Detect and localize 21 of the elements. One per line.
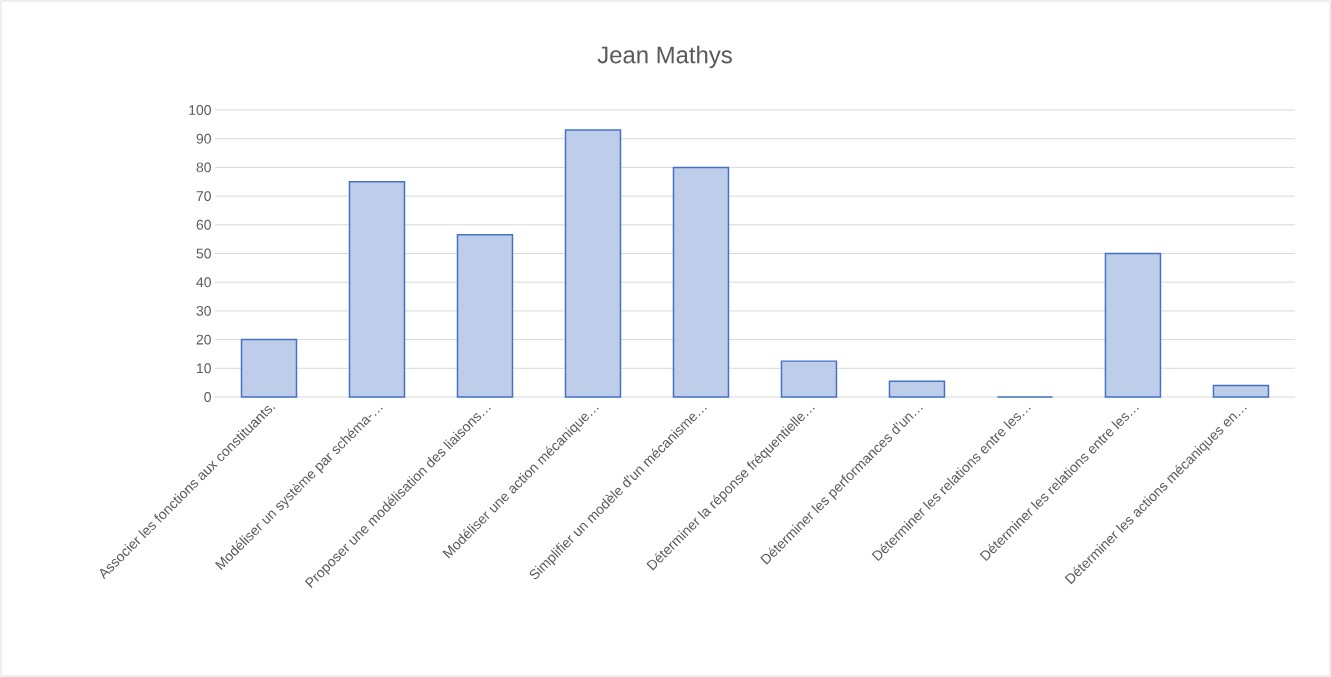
y-tick-label: 60 [196, 219, 211, 230]
y-tick-label: 30 [196, 305, 211, 316]
y-tick-label: 70 [196, 191, 211, 202]
bar [456, 234, 514, 398]
chart-title: Jean Mathys [597, 45, 732, 69]
y-tick-label: 100 [189, 105, 211, 115]
y-tick-label: 10 [197, 363, 211, 374]
bar [1104, 252, 1162, 398]
bar [348, 181, 406, 398]
bar [564, 129, 622, 398]
y-tick-label: 50 [196, 248, 211, 259]
bar [672, 166, 730, 398]
bar [888, 380, 946, 398]
y-tick-label: 80 [196, 162, 211, 173]
y-tick-label: 40 [196, 277, 211, 288]
bar [1212, 384, 1270, 398]
y-tick-label: 20 [196, 334, 211, 345]
bar [780, 360, 838, 398]
y-tick-label: 0 [204, 392, 211, 402]
bar [240, 338, 298, 398]
y-tick-label: 90 [196, 133, 211, 144]
